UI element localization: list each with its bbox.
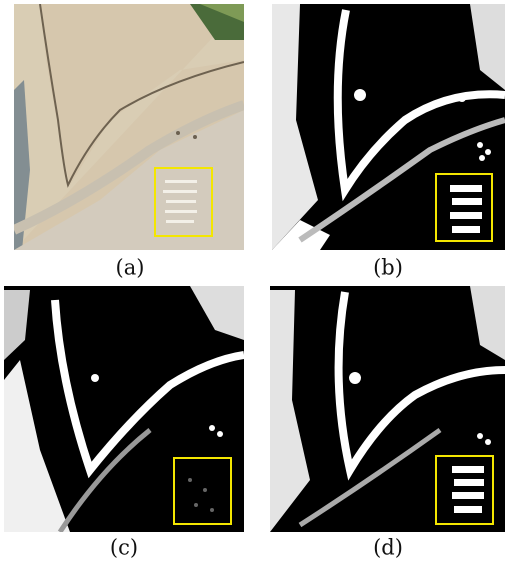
caption: (c) xyxy=(110,536,138,560)
caption: (b) xyxy=(373,256,403,280)
optical-image xyxy=(14,4,244,250)
sar-image xyxy=(4,286,244,532)
caption: (d) xyxy=(373,536,403,560)
caption: (a) xyxy=(116,256,145,280)
page: (a) (b) (c) (d) (() => { const data = JS… xyxy=(0,0,519,563)
figure: (a) (b) (c) (d) xyxy=(0,0,519,563)
sar-image xyxy=(272,4,505,250)
sar-image xyxy=(270,286,505,532)
